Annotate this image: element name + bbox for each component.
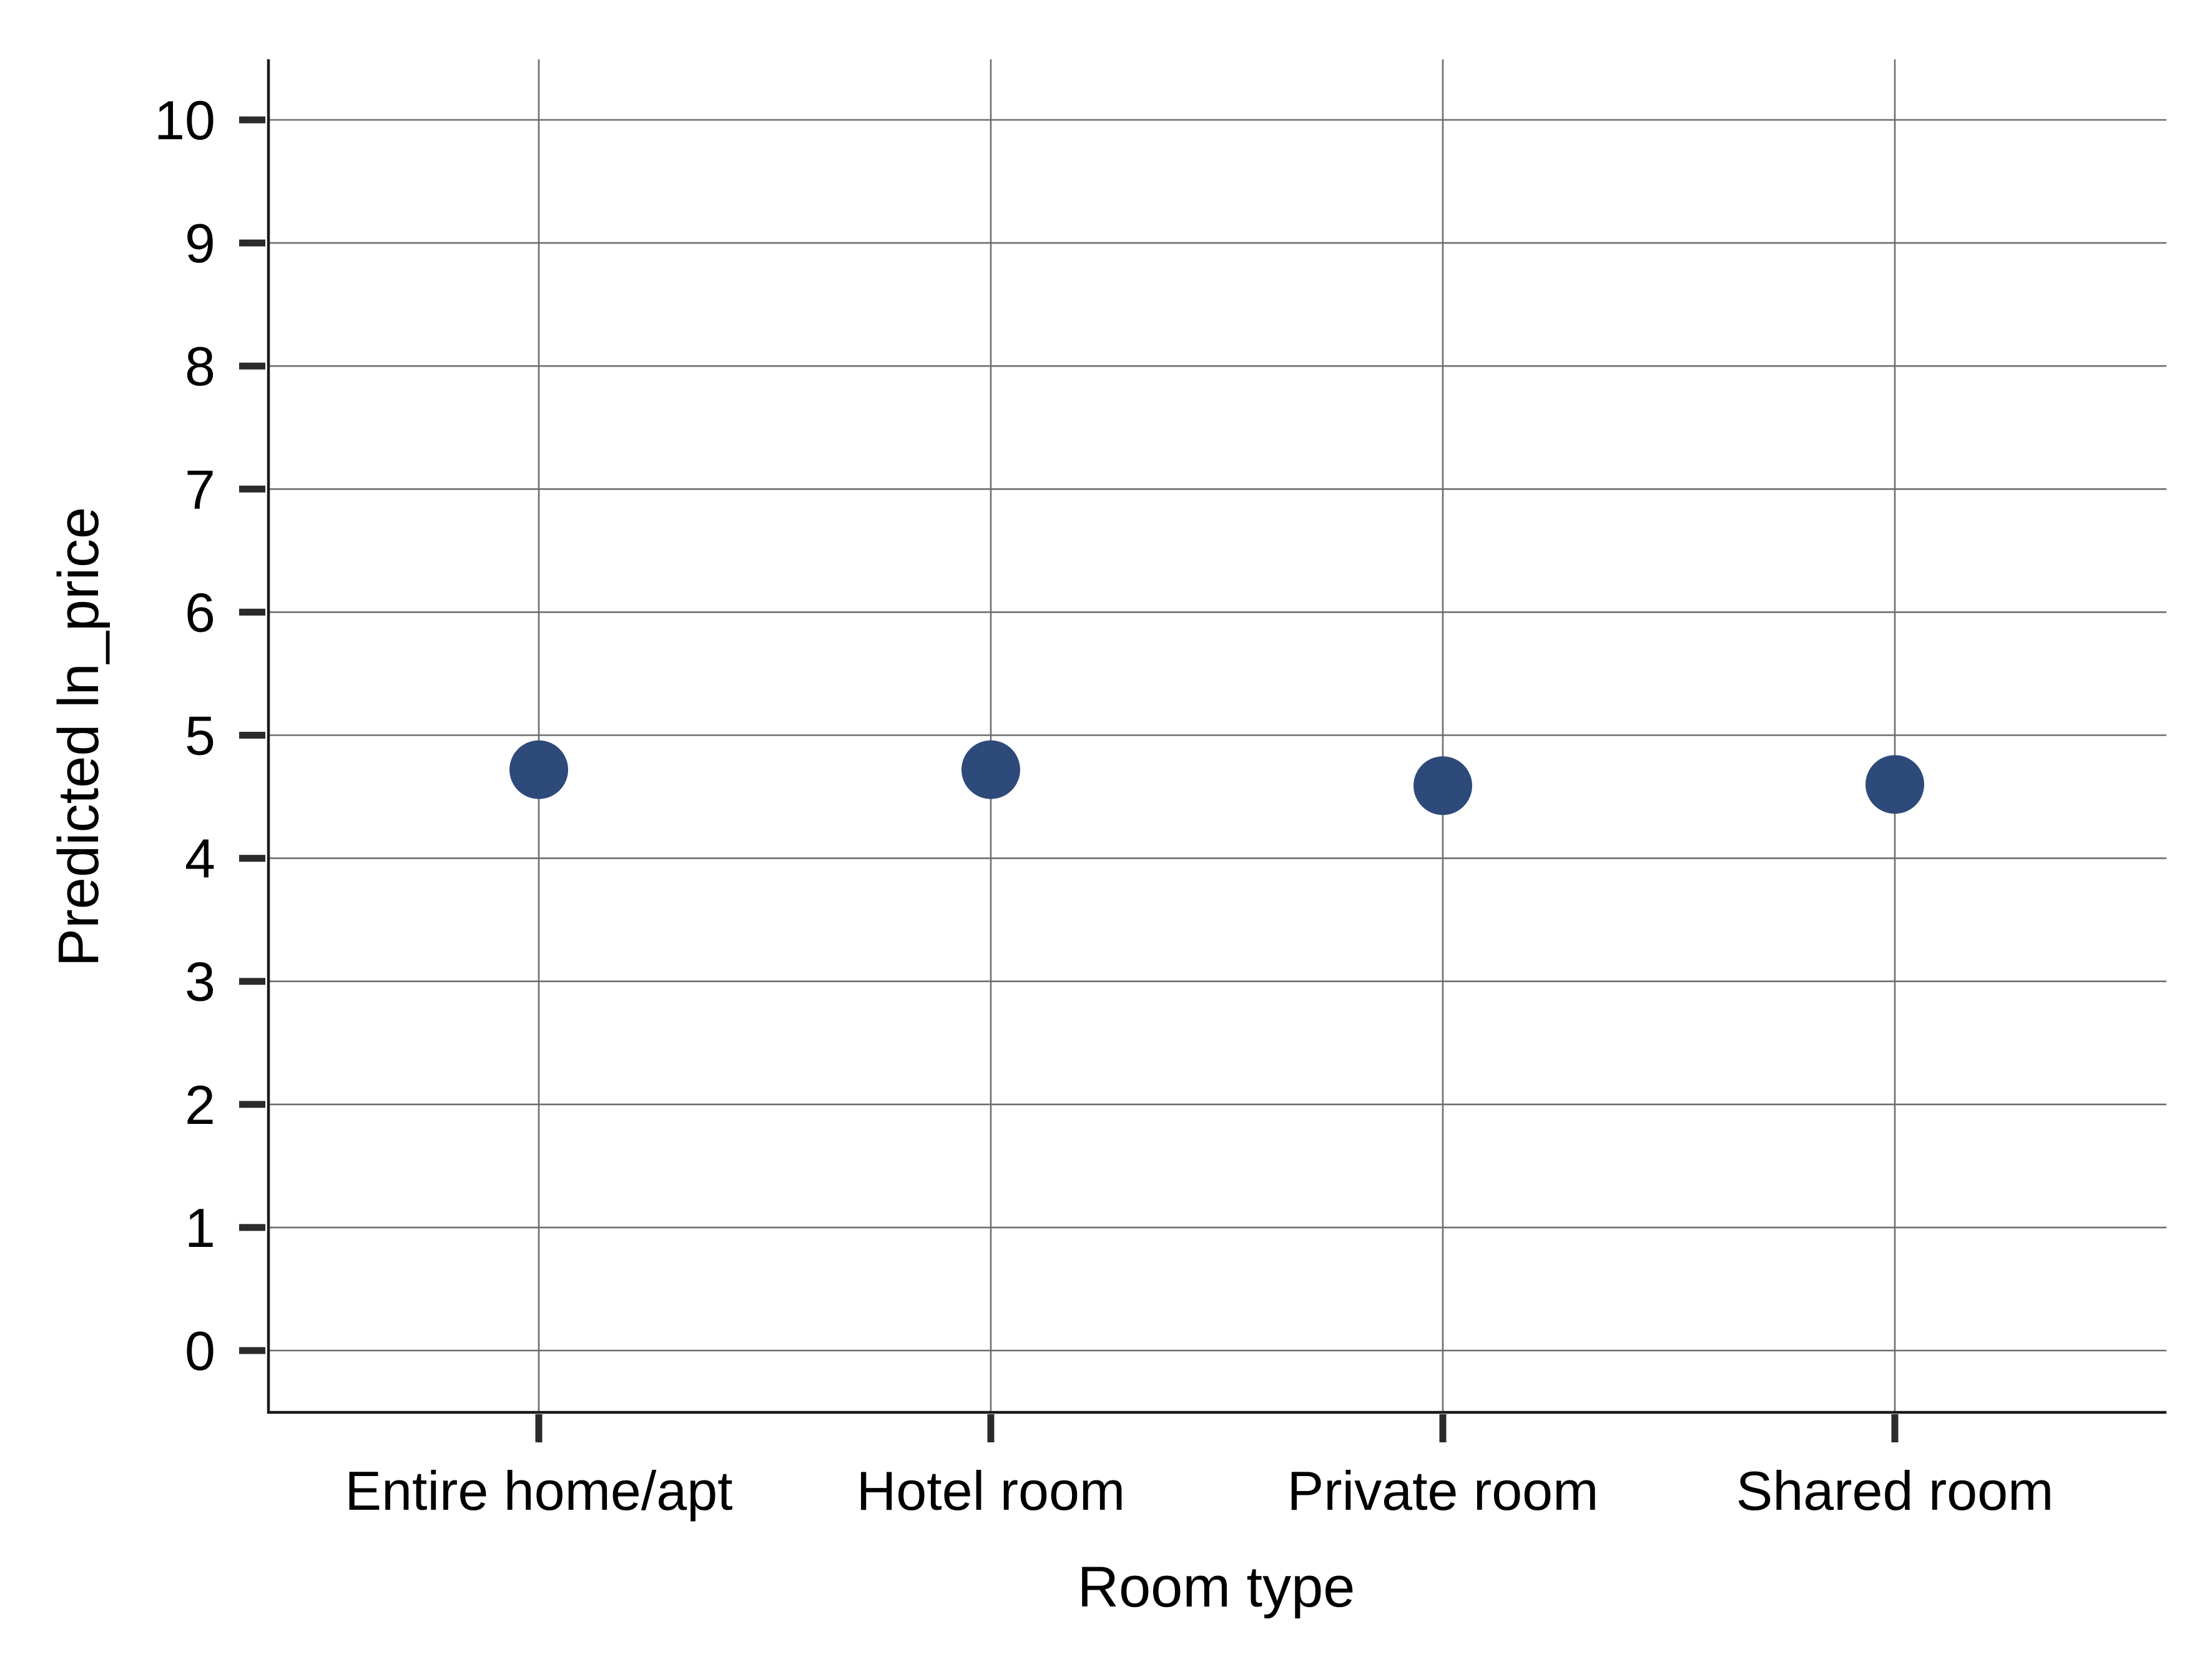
y-tick-label: 1: [185, 1197, 215, 1259]
grid-layer: [268, 59, 2166, 1412]
data-point: [1865, 755, 1924, 814]
y-tick-label: 10: [154, 89, 215, 151]
y-tick-label: 3: [185, 951, 215, 1013]
y-tick-label: 2: [185, 1074, 215, 1136]
y-tick-label: 9: [185, 212, 215, 274]
data-point: [961, 740, 1020, 799]
y-tick-label: 7: [185, 458, 215, 520]
x-tick-label: Entire home/apt: [345, 1460, 732, 1522]
x-tick-label: Shared room: [1736, 1460, 2054, 1522]
x-axis-title: Room type: [1078, 1555, 1355, 1619]
y-tick-label: 8: [185, 335, 215, 397]
tick-layer: 0 1 2 3 4 5 6 7 8 9 10 Entire home/apt Hotel room Pri…: [154, 89, 2053, 1522]
y-tick-label: 5: [185, 705, 215, 767]
axis-layer: [267, 59, 2166, 1414]
y-tick-label: 6: [185, 581, 215, 643]
y-tick-label: 4: [185, 828, 215, 890]
y-tick-label: 0: [185, 1320, 215, 1382]
x-tick-label: Hotel room: [857, 1460, 1125, 1522]
y-axis-title: Predicted ln_price: [47, 507, 111, 967]
x-tick-label: Private room: [1287, 1460, 1599, 1522]
data-point: [1413, 756, 1472, 815]
data-point: [509, 740, 568, 799]
point-layer: [509, 740, 1924, 815]
